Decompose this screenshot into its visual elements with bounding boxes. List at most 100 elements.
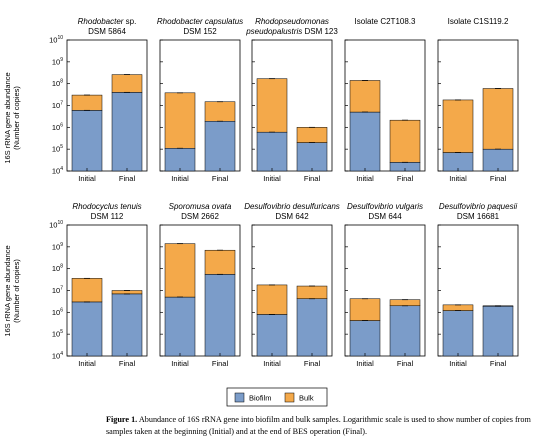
bar-biofilm [164,296,196,357]
x-tick-label: Final [490,359,507,368]
panel-subtitle-text: DSM 5864 [88,27,126,36]
y-tick-base: 10 [52,242,60,251]
bar-bulk [256,284,288,315]
bar-biofilm [204,274,236,357]
legend-label-bulk: Bulk [299,394,314,403]
panel-subtitle: DSM 152 [183,27,217,36]
panel-title-italic: Rhodobacter [78,17,124,26]
legend-label-biofilm: Biofilm [249,394,272,403]
bar-biofilm [296,298,328,357]
bar-biofilm [349,111,381,172]
y-tick-label: 108 [52,264,63,274]
x-tick-label: Initial [356,359,374,368]
y-tick-label: 104 [52,351,63,361]
y-tick-exponent: 4 [60,166,63,172]
x-tick-label: Final [397,174,414,183]
legend-swatch-biofilm [234,392,245,403]
y-tick-exponent: 7 [60,286,63,292]
panel-subtitle-text: DSM 2662 [181,212,219,221]
bar-bulk [71,278,103,303]
legend: Biofilm Bulk [226,387,328,407]
y-tick-exponent: 6 [60,307,63,313]
chart-panel-5: Isolate C1S119.2 Initial Final [437,17,519,183]
y-tick-label: 106 [52,307,63,317]
bar-bulk [442,304,474,311]
x-tick-label: Initial [449,359,467,368]
y-tick-exponent: 9 [60,242,63,248]
y-tick-base: 10 [52,123,60,132]
bar-biofilm [111,92,143,172]
panel-subtitle-text: DSM 642 [275,212,309,221]
panel-subtitle-text: DSM 112 [91,212,124,221]
bar-bulk [349,298,381,321]
y-tick-label: 1010 [49,220,63,230]
bar-bulk [164,243,196,298]
y-tick-base: 10 [52,308,60,317]
y-axis-label-bottom: 16S rRNA gene abundance [3,245,12,336]
y-tick-label: 1010 [49,35,63,45]
panel-title: Desulfovibrio desulfuricans [244,202,340,211]
panel-subtitle: pseudopalustris DSM 123 [245,27,338,36]
bar-bulk [482,88,514,150]
y-tick-exponent: 5 [60,144,63,150]
y-tick-base: 10 [52,101,60,110]
panel-title-text: sp. [123,17,136,26]
y-tick-base: 10 [52,79,60,88]
panel-subtitle: DSM 112 [91,212,124,221]
bar-biofilm [71,110,103,172]
y-tick-base: 10 [52,286,60,295]
x-tick-label: Final [304,359,321,368]
y-tick-exponent: 9 [60,57,63,63]
bar-bulk [204,249,236,275]
figure-caption: Figure 1. Abundance of 16S rRNA gene int… [106,414,546,438]
chart-panel-4: Isolate C2T108.3 Initial Final [344,17,426,183]
y-tick-base: 10 [52,145,60,154]
x-tick-label: Final [119,359,136,368]
panel-title-italic: Rhodocyclus tenuis [72,202,141,211]
panel-subtitle: DSM 16681 [457,212,500,221]
panel-title: Desulfovibrio vulgaris [347,202,423,211]
x-tick-label: Initial [449,174,467,183]
x-tick-label: Final [119,174,136,183]
y-axis-label-top: 16S rRNA gene abundance [3,72,12,163]
y-tick-label: 104 [52,166,63,176]
y-tick-exponent: 7 [60,101,63,107]
panel-subtitle-text: DSM 16681 [457,212,500,221]
bar-biofilm [482,148,514,172]
panel-subtitle-text: DSM 123 [302,27,338,36]
panel-subtitle-italic: pseudopalustris [245,27,302,36]
panel-title: Isolate C2T108.3 [355,17,416,26]
y-tick-label: 109 [52,242,63,252]
y-tick-label: 105 [52,144,63,154]
x-tick-label: Initial [263,174,281,183]
bar-bulk [111,74,143,93]
x-tick-label: Final [212,359,229,368]
x-tick-label: Final [304,174,321,183]
legend-swatch-bulk [284,392,295,403]
panel-title-text: Isolate C2T108.3 [355,17,416,26]
y-tick-exponent: 6 [60,122,63,128]
y-tick-label: 109 [52,57,63,67]
panel-title-italic: Rhodopseudomonas [255,17,329,26]
x-tick-label: Initial [78,174,96,183]
bar-bulk [111,290,143,295]
legend-box [226,387,328,407]
panel-title: Sporomusa ovata [169,202,232,211]
y-tick-label: 106 [52,122,63,132]
bar-biofilm [204,120,236,172]
x-tick-label: Initial [78,359,96,368]
y-axis-label-top-units: (Number of copies) [12,86,21,150]
panel-subtitle: DSM 642 [275,212,309,221]
bar-bulk [442,99,474,153]
caption-lead: Figure 1. [106,415,138,424]
y-tick-base: 10 [52,330,60,339]
y-tick-base: 10 [52,264,60,273]
panel-subtitle: DSM 644 [368,212,402,221]
